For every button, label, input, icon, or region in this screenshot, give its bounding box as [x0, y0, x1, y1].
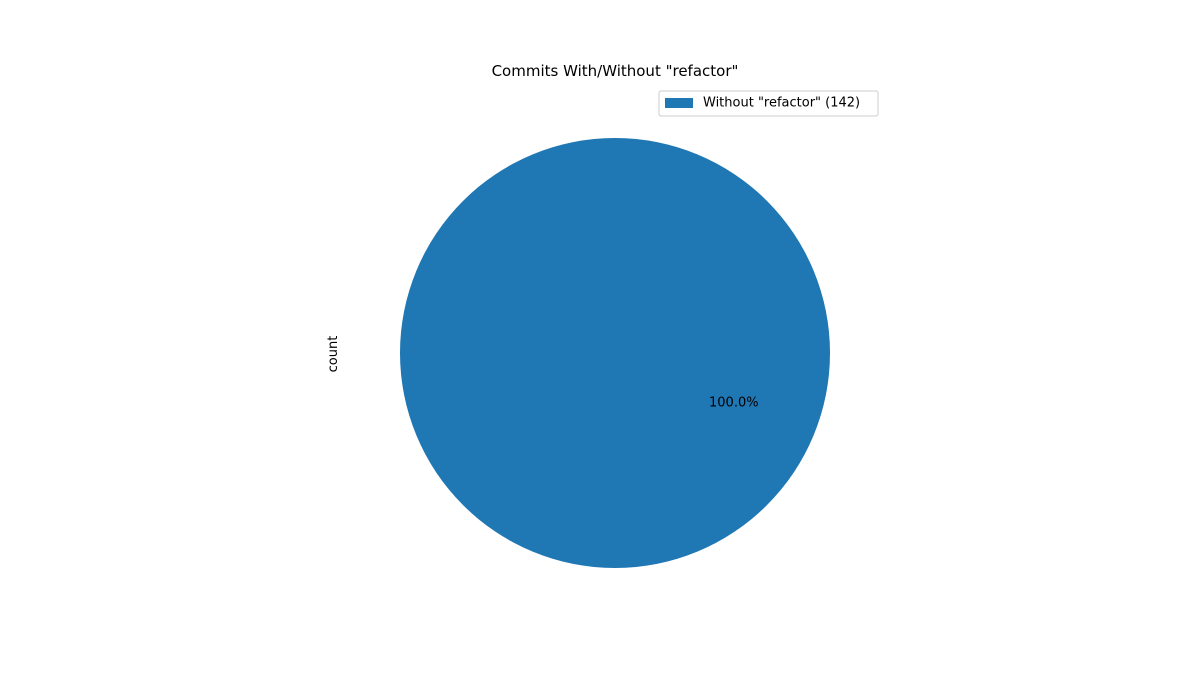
pie-slice: [400, 138, 830, 568]
pie-slice-labels: 100.0%: [709, 396, 759, 411]
y-axis-label: count: [326, 336, 341, 373]
slice-percent-label: 100.0%: [709, 396, 759, 411]
legend-frame: [658, 90, 879, 117]
legend-entries: Without "refactor" (142): [665, 96, 860, 111]
pie-slices: [400, 138, 830, 568]
legend-label: Without "refactor" (142): [703, 96, 860, 111]
legend: Without "refactor" (142): [658, 90, 879, 117]
legend-swatch: [665, 98, 693, 108]
chart-title: Commits With/Without "refactor": [492, 62, 739, 80]
